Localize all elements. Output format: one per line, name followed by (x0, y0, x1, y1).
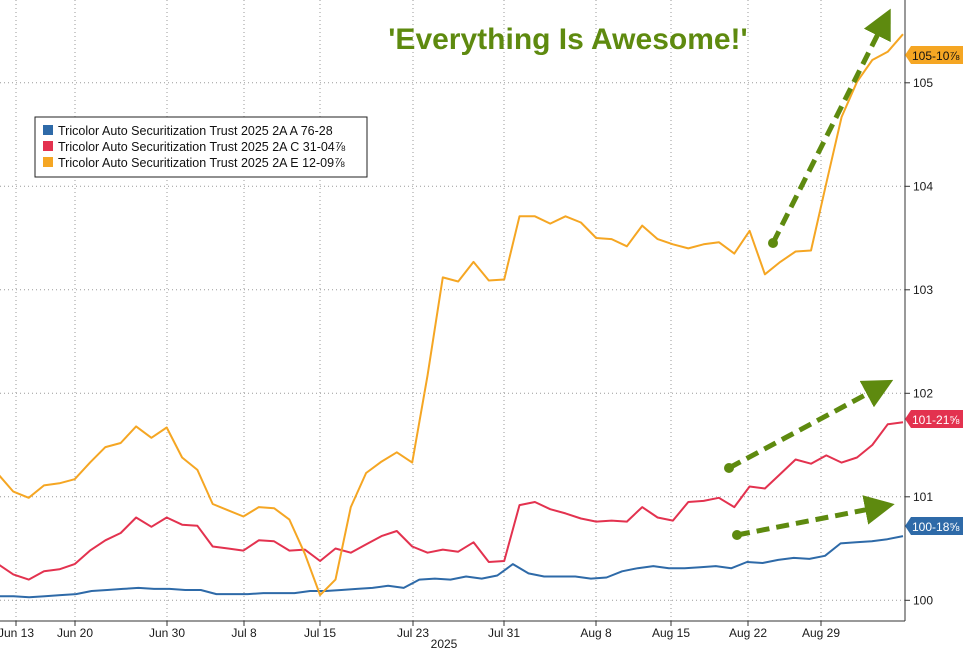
badge-c-shape (905, 410, 963, 428)
badge-e-shape (905, 46, 963, 64)
x-tick-label: Aug 15 (652, 626, 690, 640)
legend-box (34, 116, 368, 178)
x-tick-label: Jun 13 (0, 626, 34, 640)
x-tick-label: Aug 29 (802, 626, 840, 640)
legend: Tricolor Auto Securitization Trust 2025 … (34, 116, 368, 178)
x-tick-label: Jul 31 (488, 626, 520, 640)
gridlines (0, 0, 905, 621)
x-tick-label: Jul 15 (304, 626, 336, 640)
badge-c-label: 101-21⅝ (912, 413, 960, 427)
legend-swatch-c (43, 141, 53, 151)
legend-label-a: Tricolor Auto Securitization Trust 2025 … (58, 124, 333, 138)
x-tick-label: Aug 8 (580, 626, 612, 640)
y-tick-label: 102 (913, 386, 933, 400)
y-axis-ticks: 100 101 102 103 104 105 (905, 76, 933, 607)
year-label: 2025 (431, 637, 458, 651)
x-tick-label: Jul 8 (231, 626, 257, 640)
badge-a-label: 100-18⅝ (912, 520, 960, 534)
legend-swatch-a (43, 125, 53, 135)
arrow-c (727, 379, 894, 471)
series-line-c (0, 421, 904, 581)
x-axis-ticks: Jun 13 Jun 20 Jun 30 Jul 8 Jul 15 Jul 23 Jul 3… (0, 621, 840, 640)
x-tick-label: Jun 30 (149, 626, 185, 640)
legend-label-c: Tricolor Auto Securitization Trust 2025 … (58, 140, 346, 154)
chart-title: 'Everything Is Awesome!' (388, 23, 747, 56)
arrow-e (770, 8, 891, 245)
x-tick-label: Jul 23 (397, 626, 429, 640)
y-tick-label: 103 (913, 283, 933, 297)
series-layer (0, 33, 904, 599)
badge-a-shape (905, 517, 963, 535)
y-tick-label: 101 (913, 490, 933, 504)
arrow-a-dot (732, 530, 742, 540)
y-tick-label: 104 (913, 179, 933, 193)
arrow-e-dot (768, 238, 778, 248)
badge-e-label: 105-10⅞ (912, 49, 960, 63)
badge-a: 100-18⅝ (905, 517, 963, 535)
y-tick-label: 105 (913, 76, 933, 90)
annotation-arrows (724, 8, 895, 540)
badge-c: 101-21⅝ (905, 410, 963, 428)
series-line-a (0, 535, 904, 599)
badge-e: 105-10⅞ (905, 46, 963, 64)
series-line-e (0, 33, 904, 597)
x-tick-label: Jun 20 (57, 626, 93, 640)
legend-label-e: Tricolor Auto Securitization Trust 2025 … (58, 156, 345, 170)
arrow-a (736, 495, 895, 538)
arrow-c-dot (724, 463, 734, 473)
y-tick-label: 100 (913, 593, 933, 607)
legend-swatch-e (43, 157, 53, 167)
x-tick-label: Aug 22 (729, 626, 767, 640)
